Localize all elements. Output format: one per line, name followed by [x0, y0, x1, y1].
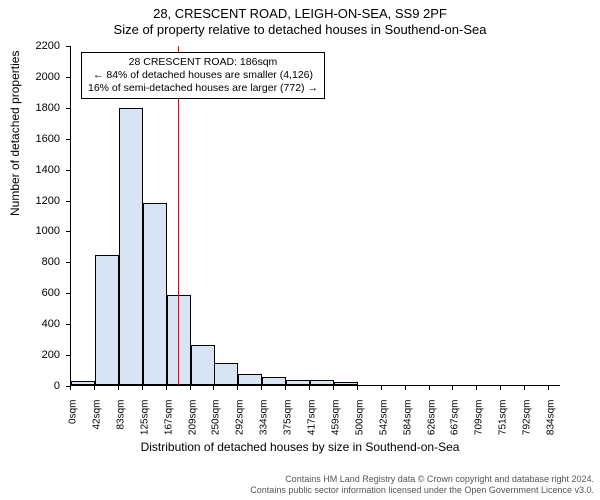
ytick-label: 1400	[0, 164, 60, 176]
histogram-bar	[286, 380, 310, 385]
info-line2: ← 84% of detached houses are smaller (4,…	[88, 69, 318, 82]
footer-line2: Contains public sector information licen…	[250, 485, 594, 496]
ytick-label: 2200	[0, 40, 60, 52]
xtick-mark	[500, 386, 501, 390]
histogram-bar	[71, 381, 95, 385]
xtick-mark	[476, 386, 477, 390]
footer: Contains HM Land Registry data © Crown c…	[250, 474, 594, 497]
footer-line1: Contains HM Land Registry data © Crown c…	[250, 474, 594, 485]
xtick-mark	[333, 386, 334, 390]
ytick-label: 600	[0, 287, 60, 299]
x-axis-label: Distribution of detached houses by size …	[0, 440, 600, 454]
xtick-mark	[70, 386, 71, 390]
chart-container: 28, CRESCENT ROAD, LEIGH-ON-SEA, SS9 2PF…	[0, 0, 600, 500]
xtick-mark	[213, 386, 214, 390]
xtick-mark	[309, 386, 310, 390]
ytick-label: 1000	[0, 225, 60, 237]
xtick-mark	[357, 386, 358, 390]
xtick-mark	[237, 386, 238, 390]
xtick-mark	[118, 386, 119, 390]
xtick-mark	[452, 386, 453, 390]
xtick-mark	[381, 386, 382, 390]
ytick-label: 0	[0, 380, 60, 392]
xtick-mark	[285, 386, 286, 390]
xtick-mark	[142, 386, 143, 390]
histogram-bar	[95, 255, 119, 385]
histogram-bar	[310, 380, 334, 385]
xtick-mark	[261, 386, 262, 390]
info-line1: 28 CRESCENT ROAD: 186sqm	[88, 56, 318, 69]
histogram-bar	[334, 382, 358, 385]
ytick-label: 2000	[0, 71, 60, 83]
xtick-mark	[524, 386, 525, 390]
histogram-bar	[191, 345, 215, 385]
chart-title-line1: 28, CRESCENT ROAD, LEIGH-ON-SEA, SS9 2PF	[0, 6, 600, 21]
histogram-bar	[238, 374, 262, 385]
xtick-mark	[190, 386, 191, 390]
info-box: 28 CRESCENT ROAD: 186sqm ← 84% of detach…	[81, 52, 325, 99]
histogram-bar	[214, 363, 238, 385]
ytick-label: 1600	[0, 133, 60, 145]
plot-area: 28 CRESCENT ROAD: 186sqm ← 84% of detach…	[70, 46, 560, 386]
histogram-bar	[167, 295, 191, 385]
xtick-mark	[94, 386, 95, 390]
histogram-bar	[119, 108, 143, 385]
ytick-label: 400	[0, 318, 60, 330]
xtick-mark	[429, 386, 430, 390]
chart-title-line2: Size of property relative to detached ho…	[0, 22, 600, 37]
histogram-bar	[262, 377, 286, 385]
xtick-mark	[405, 386, 406, 390]
ytick-label: 800	[0, 256, 60, 268]
histogram-bar	[143, 203, 167, 385]
info-line3: 16% of semi-detached houses are larger (…	[88, 82, 318, 95]
xtick-mark	[166, 386, 167, 390]
xtick-mark	[548, 386, 549, 390]
ytick-label: 1800	[0, 102, 60, 114]
ytick-label: 200	[0, 349, 60, 361]
ytick-label: 1200	[0, 195, 60, 207]
